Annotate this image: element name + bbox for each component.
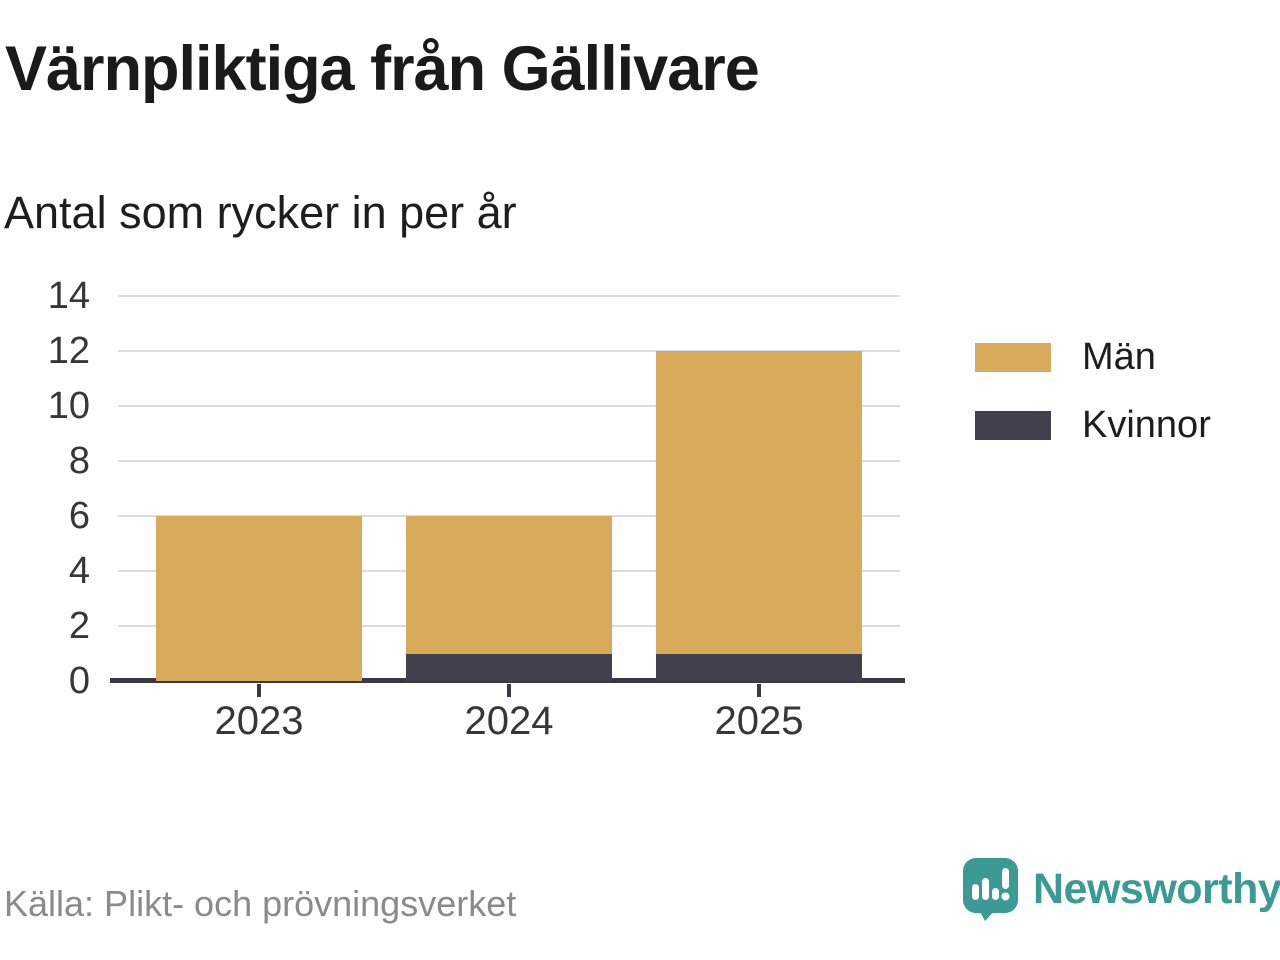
x-tick-label-2023: 2023 [214,699,304,743]
y-tick-label-6: 6 [68,495,90,537]
legend-label-kvinnor: Kvinnor [1082,404,1211,446]
gridline-14 [118,295,900,297]
bar-segment-man-2023 [156,516,362,681]
legend: Män Kvinnor [975,338,1211,444]
bar-segment-man-2025 [656,351,862,654]
y-tick-label-2: 2 [68,605,90,647]
bar-2023 [156,296,362,681]
legend-item-kvinnor: Kvinnor [975,406,1211,444]
bar-2024 [406,296,612,681]
legend-swatch-kvinnor [975,410,1051,440]
x-axis-tick-2023 [257,684,261,697]
y-tick-label-10: 10 [47,385,90,427]
y-tick-label-0: 0 [68,660,90,702]
newsworthy-brand: Newsworthy [963,858,1280,921]
gridline-10 [118,405,900,407]
plot-area [110,295,905,697]
y-tick-label-8: 8 [68,440,90,482]
bar-segment-man-2024 [406,516,612,654]
legend-item-man: Män [975,338,1211,376]
bar-segment-kvinnor-2024 [406,653,612,681]
x-axis-tick-2024 [507,684,511,697]
source-note: Källa: Plikt- och prövningsverket [4,883,517,924]
bar-segment-kvinnor-2025 [656,653,862,681]
y-tick-label-14: 14 [47,275,90,317]
gridline-12 [118,350,900,352]
x-axis-tick-2025 [757,684,761,697]
y-tick-label-12: 12 [47,330,90,372]
y-axis-labels: 0 2 4 6 8 10 12 14 [0,277,90,700]
newsworthy-wordmark: Newsworthy [1033,865,1280,913]
newsworthy-logo-icon [963,858,1018,921]
legend-label-man: Män [1082,336,1156,378]
bar-2025 [656,296,862,681]
chart-title: Värnpliktiga från Gällivare [5,34,760,104]
gridline-8 [118,460,900,462]
legend-swatch-man [975,342,1051,372]
y-tick-label-4: 4 [68,550,90,592]
x-tick-label-2025: 2025 [714,699,804,743]
chart-subtitle: Antal som rycker in per år [4,187,517,238]
x-tick-label-2024: 2024 [464,699,554,743]
